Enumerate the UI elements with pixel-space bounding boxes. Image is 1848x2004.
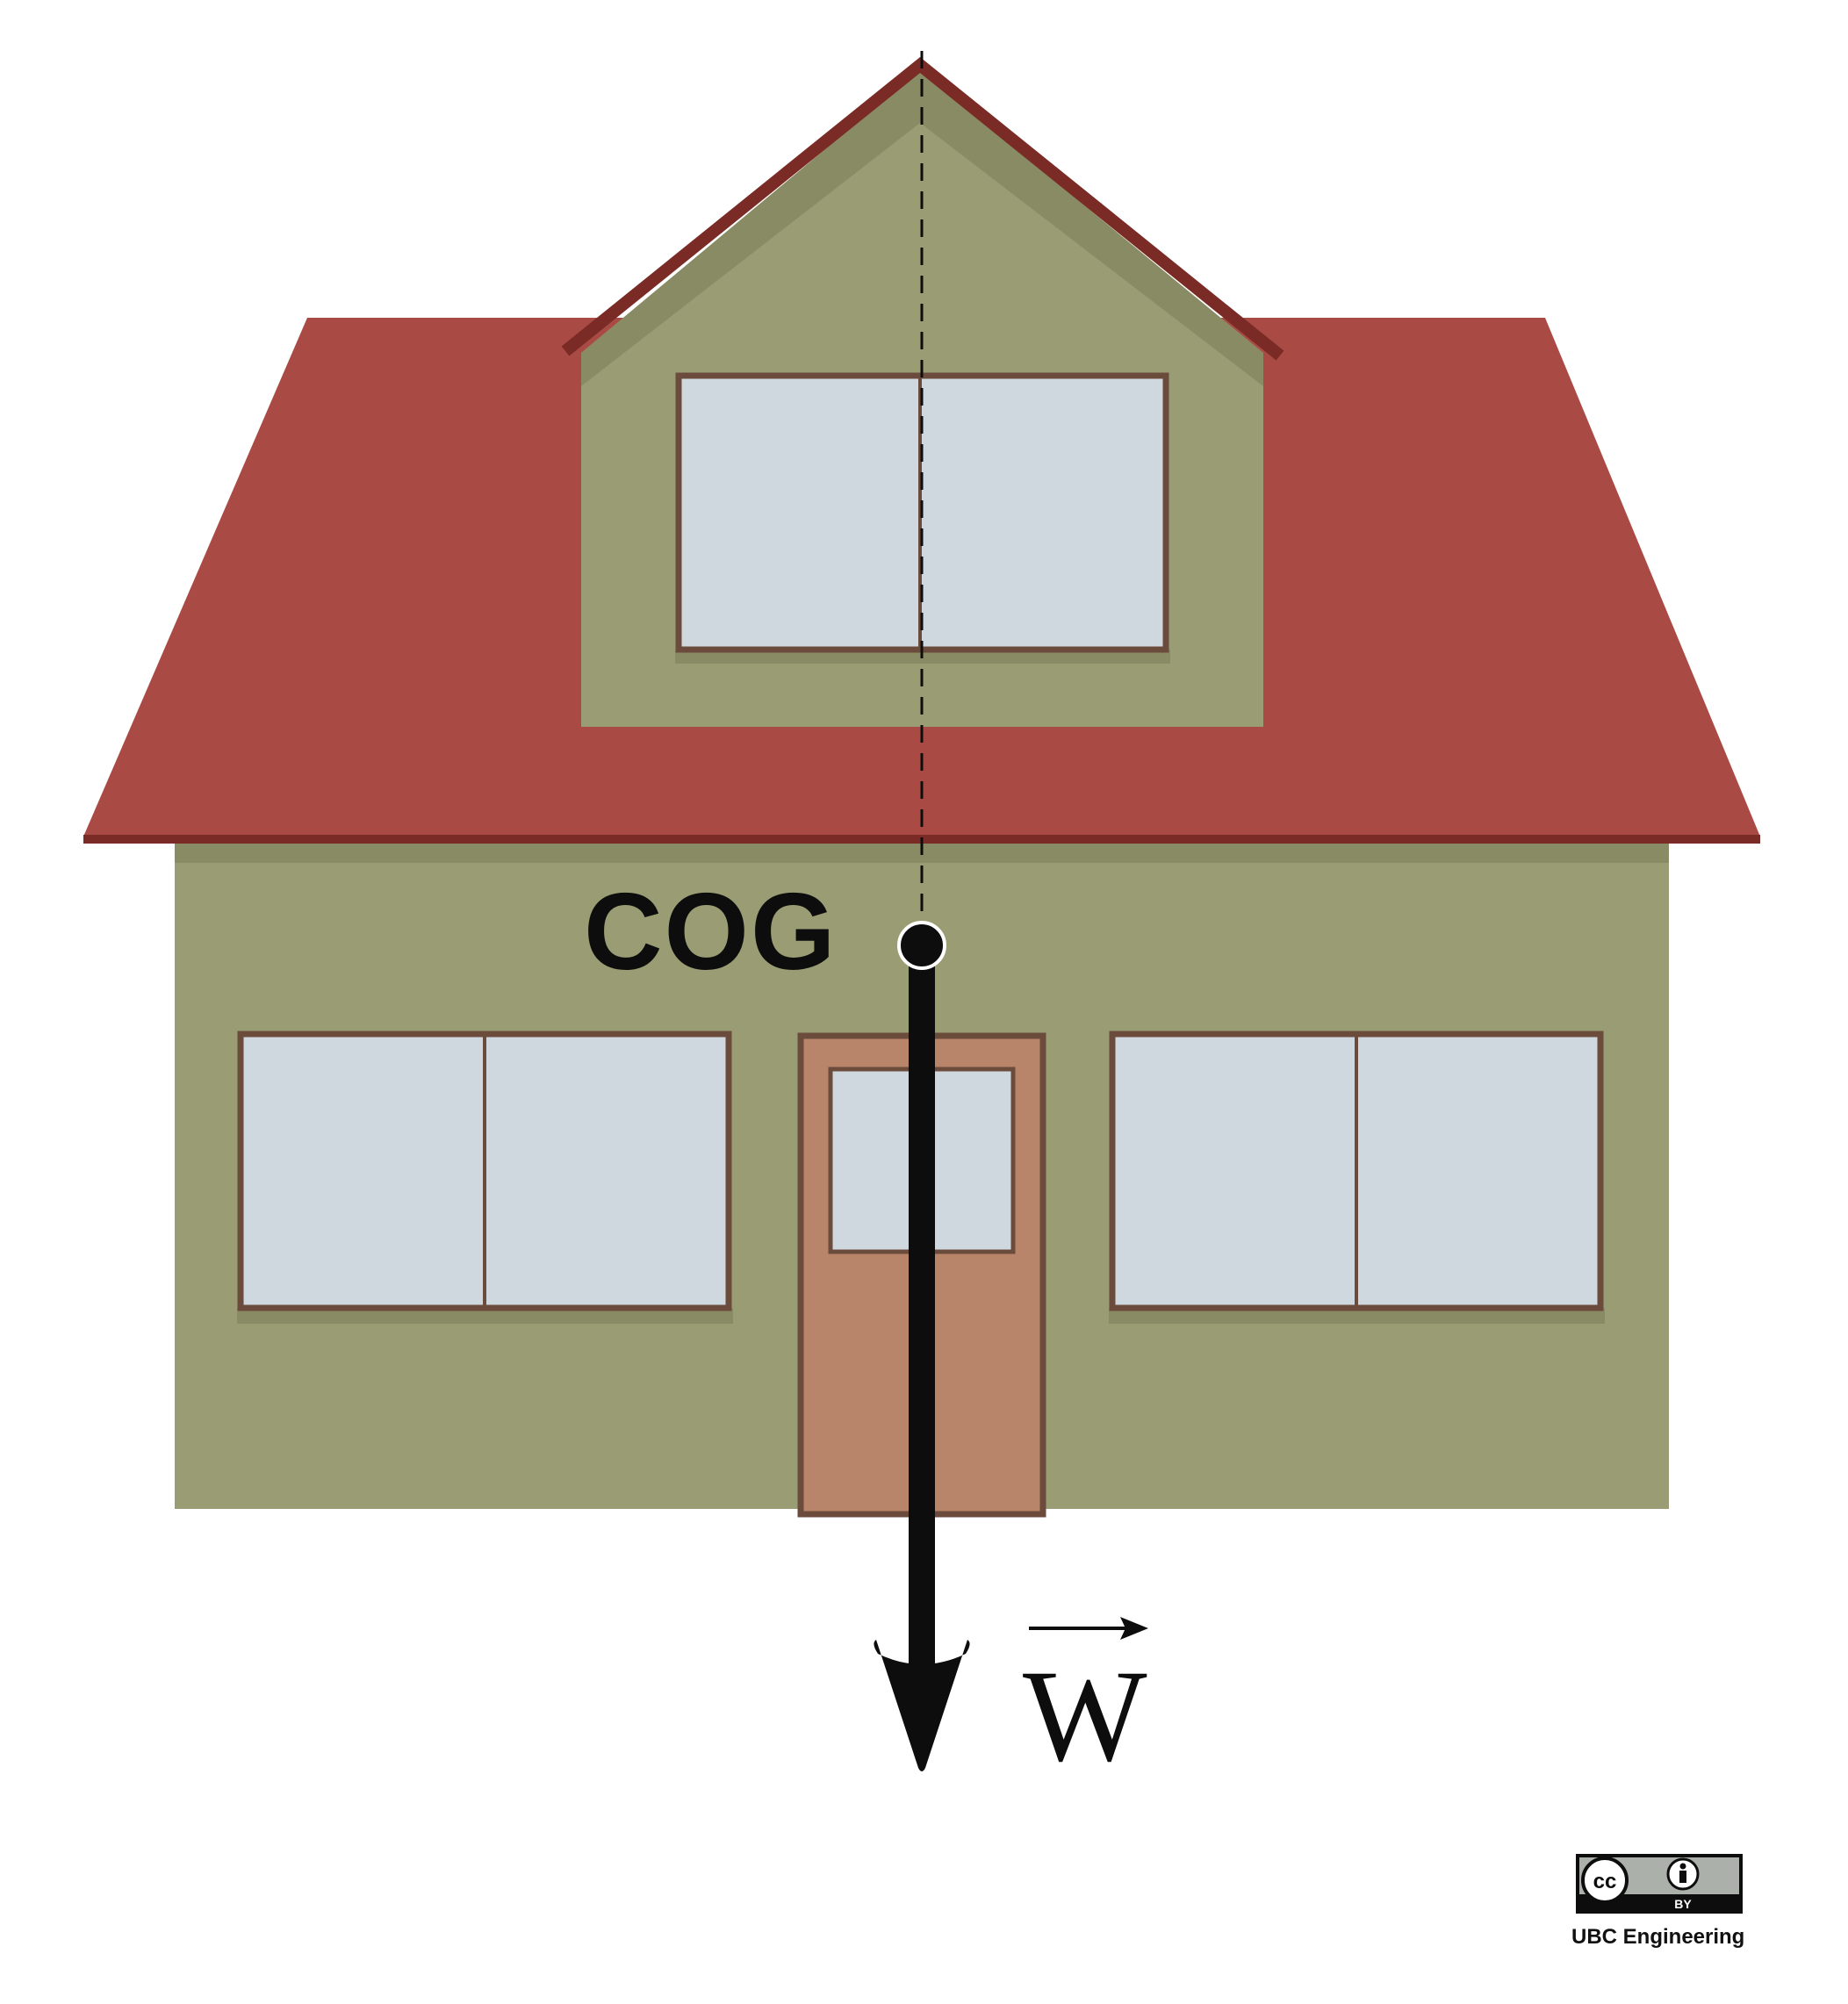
weight-force-arrowhead (874, 1640, 970, 1771)
weight-label: W (1023, 1643, 1147, 1789)
cog-label: COG (584, 872, 838, 993)
dormer-roof-edge (561, 57, 1284, 361)
left-window-shadow (237, 1308, 733, 1324)
cc-by-text: BY (1674, 1897, 1692, 1911)
credit-text: UBC Engineering (1571, 1925, 1745, 1949)
right-window-shadow (1109, 1308, 1605, 1324)
cc-by-icon: cc BY (1576, 1854, 1743, 1914)
svg-text:cc: cc (1593, 1870, 1617, 1893)
vector-arrow-head (1120, 1617, 1148, 1640)
cog-point (897, 921, 946, 970)
